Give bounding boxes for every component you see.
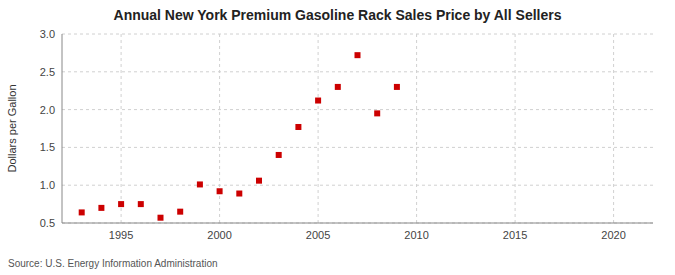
point bbox=[374, 110, 380, 116]
y-tick-label: 1.0 bbox=[40, 179, 55, 191]
y-tick-label: 2.0 bbox=[40, 104, 55, 116]
x-grid-line bbox=[515, 34, 516, 223]
point bbox=[335, 84, 341, 90]
point bbox=[295, 124, 301, 130]
x-tick-label: 1995 bbox=[109, 229, 133, 241]
y-grid-line bbox=[62, 223, 653, 224]
point bbox=[177, 209, 183, 215]
x-grid-line bbox=[121, 34, 122, 223]
x-tick-label: 2005 bbox=[306, 229, 330, 241]
point bbox=[256, 178, 262, 184]
point bbox=[236, 191, 242, 197]
points bbox=[79, 52, 400, 221]
point bbox=[315, 98, 321, 104]
x-tick-label: 2020 bbox=[601, 229, 625, 241]
grid bbox=[62, 34, 653, 223]
point bbox=[79, 209, 85, 215]
point bbox=[355, 52, 361, 58]
y-tick-label: 1.5 bbox=[40, 141, 55, 153]
point bbox=[158, 215, 164, 221]
x-grid-line bbox=[416, 34, 417, 223]
x-tick-label: 2010 bbox=[404, 229, 428, 241]
x-grid-line bbox=[318, 34, 319, 223]
y-tick-label: 0.5 bbox=[40, 217, 55, 229]
y-grid-line bbox=[62, 34, 653, 35]
title: Annual New York Premium Gasoline Rack Sa… bbox=[114, 7, 562, 23]
x-tick-label: 2015 bbox=[503, 229, 527, 241]
y-grid-line bbox=[62, 71, 653, 72]
y-grid-line bbox=[62, 109, 653, 110]
point bbox=[197, 181, 203, 187]
x-grid-line bbox=[613, 34, 614, 223]
y-axis-label: Dollars per Gallon bbox=[6, 84, 18, 172]
y-axis-line bbox=[62, 34, 63, 223]
x-grid-line bbox=[219, 34, 220, 223]
x-axis-line bbox=[62, 223, 653, 224]
point bbox=[118, 201, 124, 207]
source: Source: U.S. Energy Information Administ… bbox=[8, 258, 218, 269]
point bbox=[98, 205, 104, 211]
chart: 0.5 1.0 1.5 2.0 2.5 3.0 1995 2000 2005 2010 2015 20… bbox=[0, 0, 675, 275]
point bbox=[217, 188, 223, 194]
y-tick-label: 3.0 bbox=[40, 28, 55, 40]
point bbox=[276, 152, 282, 158]
y-grid-line bbox=[62, 147, 653, 148]
x-tick-label: 2000 bbox=[207, 229, 231, 241]
point bbox=[138, 201, 144, 207]
point bbox=[394, 84, 400, 90]
y-grid-line bbox=[62, 185, 653, 186]
y-tick-label: 2.5 bbox=[40, 66, 55, 78]
